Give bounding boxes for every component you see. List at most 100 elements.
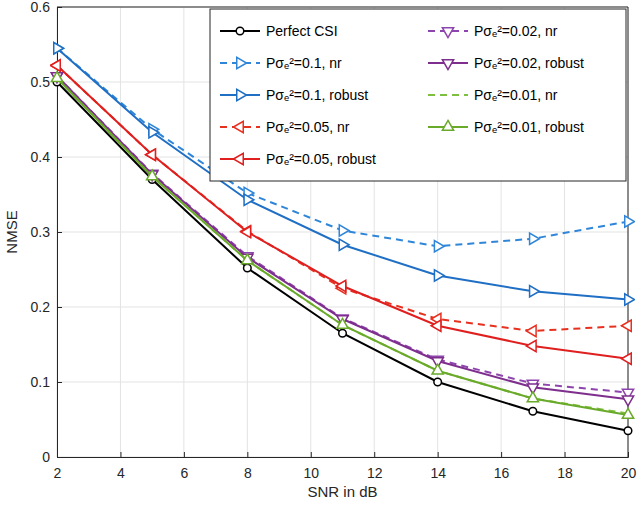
tick-label: 8 xyxy=(244,465,252,481)
grid-line-y xyxy=(57,7,628,8)
legend: Perfect CSI Pσₑ²=0.1, nr Pσₑ²=0.1, robust P… xyxy=(210,9,626,181)
legend-marker xyxy=(233,121,243,132)
tick-mark xyxy=(565,452,566,457)
series-line xyxy=(57,78,628,413)
tick-label: 0.4 xyxy=(31,149,51,165)
series-marker xyxy=(339,225,349,236)
tick-label: 0.2 xyxy=(31,299,51,315)
tick: 4 xyxy=(117,452,125,481)
series-marker xyxy=(621,320,631,331)
tick: 8 xyxy=(244,452,252,481)
axis-line xyxy=(58,452,629,458)
tick-label: 6 xyxy=(180,465,188,481)
tick: 18 xyxy=(557,452,573,481)
series-marker xyxy=(622,408,633,418)
chart: 246810121416182000.10.20.30.40.50.6SNR i… xyxy=(0,0,640,511)
series-marker xyxy=(434,378,442,386)
series-marker xyxy=(337,318,348,328)
series-marker xyxy=(530,233,540,244)
tick-label: 0 xyxy=(42,449,50,465)
x-axis: 2468101214161820 xyxy=(54,452,637,481)
tick-label: 12 xyxy=(367,465,383,481)
legend-entry: Pσₑ²=0.1, robust xyxy=(220,87,368,103)
legend-entry: Perfect CSI xyxy=(220,23,338,39)
series xyxy=(51,73,633,399)
legend-label: Pσₑ²=0.02, robust xyxy=(474,55,584,71)
series xyxy=(53,78,632,434)
series-marker xyxy=(149,127,159,138)
series-marker xyxy=(54,43,64,54)
legend-label: Pσₑ²=0.05, nr xyxy=(266,119,350,135)
tick-label: 20 xyxy=(621,465,637,481)
tick: 0.1 xyxy=(31,374,62,390)
legend-marker xyxy=(442,120,453,130)
tick-mark xyxy=(57,307,62,308)
tick: 0.4 xyxy=(31,149,62,165)
series-marker xyxy=(146,149,156,160)
series-line xyxy=(57,76,628,399)
legend-box xyxy=(210,9,626,181)
legend-line xyxy=(428,94,468,96)
grid-line-y xyxy=(57,382,628,383)
legend-entry: Pσₑ²=0.02, robust xyxy=(428,55,584,71)
tick-label: 2 xyxy=(54,465,62,481)
legend-label: Pσₑ²=0.02, nr xyxy=(474,23,558,39)
series-line xyxy=(57,78,628,415)
series-marker xyxy=(621,353,631,364)
series-marker xyxy=(434,270,444,281)
series-marker xyxy=(529,407,537,415)
series-marker xyxy=(51,72,62,82)
series-line xyxy=(57,76,628,393)
legend-marker xyxy=(237,57,247,68)
series-marker xyxy=(526,325,536,336)
series-marker xyxy=(50,60,60,71)
tick-mark xyxy=(120,452,121,457)
series xyxy=(51,72,633,419)
legend-marker xyxy=(233,153,243,164)
tick-label: 16 xyxy=(494,465,510,481)
series xyxy=(57,78,628,413)
tick-mark xyxy=(57,382,62,383)
y-axis-title: NMSE xyxy=(3,210,20,253)
x-axis-title: SNR in dB xyxy=(307,483,377,500)
grid xyxy=(57,7,628,457)
series xyxy=(51,73,633,406)
series-group xyxy=(50,43,634,435)
tick: 12 xyxy=(367,452,383,481)
series-marker xyxy=(242,254,253,264)
tick-label: 0.3 xyxy=(31,224,51,240)
legend-entry: Pσₑ²=0.01, robust xyxy=(428,119,584,135)
legend-entry: Pσₑ²=0.01, nr xyxy=(428,87,558,103)
tick-mark xyxy=(501,452,502,457)
series-marker xyxy=(625,294,635,305)
legend-marker xyxy=(442,60,453,70)
tick-label: 18 xyxy=(557,465,573,481)
tick-mark xyxy=(311,452,312,457)
tick: 0.2 xyxy=(31,299,62,315)
tick: 0 xyxy=(42,449,62,465)
series-marker xyxy=(530,286,540,297)
series-marker xyxy=(527,392,538,402)
tick-mark xyxy=(438,452,439,457)
legend-label: Pσₑ²=0.01, robust xyxy=(474,119,584,135)
legend-entry: Pσₑ²=0.02, nr xyxy=(428,23,558,39)
tick-mark xyxy=(57,457,62,458)
legend-entry: Pσₑ²=0.1, nr xyxy=(220,55,342,71)
legend-entry: Pσₑ²=0.05, robust xyxy=(220,151,376,167)
legend-label: Pσₑ²=0.01, nr xyxy=(474,87,558,103)
series-marker xyxy=(622,396,633,406)
tick: 16 xyxy=(494,452,510,481)
series-marker xyxy=(336,280,346,291)
y-axis: 00.10.20.30.40.50.6 xyxy=(31,0,62,465)
series-line xyxy=(57,82,628,431)
series-marker xyxy=(434,241,444,252)
tick-label: 0.1 xyxy=(31,374,51,390)
series-marker xyxy=(244,194,254,205)
series-marker xyxy=(339,329,347,337)
legend-marker xyxy=(237,89,247,100)
legend-entry: Pσₑ²=0.05, nr xyxy=(220,119,350,135)
tick: 14 xyxy=(430,452,446,481)
tick-mark xyxy=(247,452,248,457)
series-marker xyxy=(50,60,60,71)
tick-mark xyxy=(57,157,62,158)
